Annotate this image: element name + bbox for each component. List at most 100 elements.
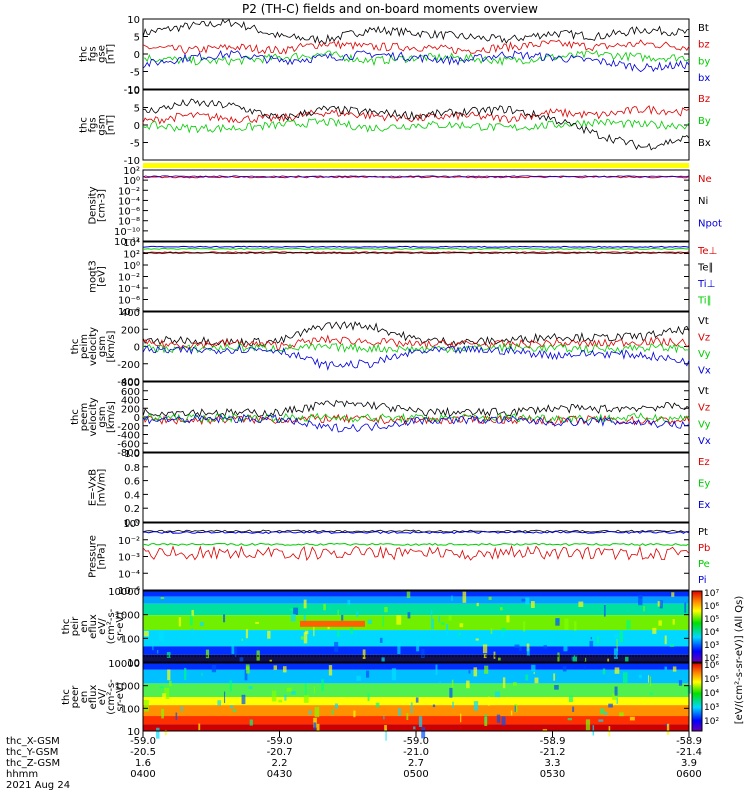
spectrogram-pixel bbox=[678, 680, 683, 686]
spectrogram-band bbox=[143, 654, 689, 662]
spectrogram-pixel bbox=[415, 697, 419, 703]
y-tick-label: 10⁻⁸ bbox=[118, 217, 140, 228]
y-axis-label-line: thc bbox=[79, 117, 90, 133]
spectrogram-pixel bbox=[410, 702, 413, 714]
spectrogram-pixel bbox=[223, 614, 226, 623]
spectrogram-band bbox=[143, 716, 689, 725]
plot-title: P2 (TH-C) fields and on-board moments ov… bbox=[242, 2, 538, 16]
spectrogram-pixel bbox=[473, 667, 478, 677]
spectrogram-pixel bbox=[446, 624, 449, 635]
spectrogram-pixel bbox=[502, 677, 506, 689]
spectrogram-pixel bbox=[553, 673, 556, 681]
spectrogram-pixel bbox=[612, 693, 617, 700]
y-tick-label: 10⁻¹² bbox=[114, 237, 140, 248]
spectrogram-pixel bbox=[554, 685, 559, 690]
legend-entry-Vz: Vz bbox=[698, 403, 710, 414]
spectrogram-pixel bbox=[501, 632, 504, 638]
x-axis-row-label: hhmm bbox=[6, 769, 38, 780]
spectrogram-pixel bbox=[375, 702, 380, 708]
spectrogram-pixel bbox=[572, 706, 575, 712]
spectrogram-pixel bbox=[286, 687, 292, 692]
y-axis-label-line: thc bbox=[61, 619, 72, 635]
legend-entry-Vt: Vt bbox=[698, 386, 709, 397]
spectrogram-pixel bbox=[162, 693, 167, 700]
spectrogram-pixel bbox=[629, 716, 635, 721]
series-line-bz bbox=[142, 39, 690, 55]
spectrogram-pixel bbox=[652, 627, 657, 634]
colorbar-ions bbox=[691, 590, 703, 663]
x-tick-label-z: 3.9 bbox=[681, 758, 697, 769]
legend-entry-Ti⊥: Ti⊥ bbox=[697, 279, 715, 290]
spectrogram-band bbox=[143, 705, 689, 717]
spectrogram-pixel bbox=[496, 714, 501, 723]
spectrogram-pixel bbox=[313, 722, 317, 730]
spectrogram-pixel bbox=[616, 639, 618, 651]
spectrogram-pixel bbox=[416, 640, 420, 652]
spectrogram-pixel bbox=[289, 608, 294, 611]
spectrogram-pixel bbox=[337, 609, 339, 616]
spectrogram-pixel bbox=[164, 729, 167, 736]
spectrogram-pixel bbox=[672, 619, 675, 625]
legend-entry-Pi: Pi bbox=[698, 575, 707, 586]
series-line-Bt bbox=[142, 18, 690, 44]
spectrogram-band bbox=[143, 596, 689, 604]
colorbar-tick-label: 10⁷ bbox=[704, 589, 719, 599]
spectrogram-pixel bbox=[421, 727, 426, 739]
y-tick-label: 1000 bbox=[115, 682, 140, 693]
spectrogram-pixel bbox=[531, 664, 536, 672]
legend-entry-Vy: Vy bbox=[698, 419, 711, 430]
spectrogram-feature bbox=[300, 620, 365, 627]
spectrogram-pixel bbox=[488, 696, 490, 706]
x-tick-label-y: -21.2 bbox=[540, 747, 566, 758]
spectrogram-pixel bbox=[383, 715, 385, 720]
y-axis-label-line: [nPa] bbox=[97, 543, 108, 569]
spectrogram-pixel bbox=[384, 725, 387, 731]
spectrogram-pixel bbox=[143, 630, 149, 637]
spectrogram-pixel bbox=[198, 723, 201, 731]
spectrogram-pixel bbox=[303, 695, 309, 703]
spectrogram-pixel bbox=[619, 712, 624, 717]
y-axis-label-line: [nT] bbox=[106, 44, 117, 64]
spectrogram-pixel bbox=[585, 657, 587, 663]
spectrogram-pixel bbox=[568, 695, 573, 703]
legend-entry-Vx: Vx bbox=[698, 365, 711, 376]
spectrogram-pixel bbox=[407, 612, 411, 619]
series-line-by bbox=[142, 50, 690, 67]
spectrogram-pixel bbox=[379, 637, 383, 643]
spectrogram-pixel bbox=[334, 641, 339, 652]
legend-entry-Ni: Ni bbox=[698, 196, 708, 207]
y-tick-label: -5 bbox=[130, 139, 140, 150]
spectrogram-pixel bbox=[159, 686, 164, 689]
spectrogram-pixel bbox=[282, 666, 287, 673]
spectrogram-pixel bbox=[619, 630, 623, 643]
spectrogram-pixel bbox=[391, 668, 397, 681]
spectrogram-pixel bbox=[231, 644, 235, 654]
legend-entry-Ne: Ne bbox=[698, 174, 712, 185]
spectrogram-pixel bbox=[614, 667, 620, 674]
y-tick-label: 400 bbox=[121, 308, 140, 319]
spectrogram-pixel bbox=[367, 619, 372, 624]
y-axis-label-line: gsm bbox=[97, 406, 108, 427]
spectrogram-pixel bbox=[566, 647, 569, 650]
y-tick-label: 10⁻² bbox=[118, 186, 140, 197]
x-tick-label-y: -20.5 bbox=[130, 747, 156, 758]
spectrogram-pixel bbox=[418, 716, 423, 727]
spectrogram-pixel bbox=[603, 605, 606, 617]
spectrogram-pixel bbox=[366, 670, 370, 678]
legend-entry-Ey: Ey bbox=[698, 479, 710, 490]
y-tick-label: 0.2 bbox=[124, 504, 140, 515]
spectrogram-band bbox=[143, 724, 689, 731]
spectrogram-pixel bbox=[314, 686, 316, 694]
x-tick-label-y: -21.4 bbox=[676, 747, 702, 758]
y-axis-label-line: en bbox=[79, 691, 90, 704]
y-axis-label-line: peer bbox=[70, 685, 81, 709]
spectrogram-pixel bbox=[161, 708, 164, 719]
y-axis-label-line: sr-eV) bbox=[115, 612, 126, 641]
x-tick-label-z: 3.3 bbox=[545, 758, 561, 769]
spectrogram-pixel bbox=[191, 628, 194, 634]
y-tick-label: 10⁻² bbox=[118, 273, 140, 284]
y-tick-label: 10² bbox=[123, 250, 140, 261]
legend-entry-By: By bbox=[698, 116, 711, 127]
y-axis-label-line: eV/ bbox=[97, 688, 108, 705]
